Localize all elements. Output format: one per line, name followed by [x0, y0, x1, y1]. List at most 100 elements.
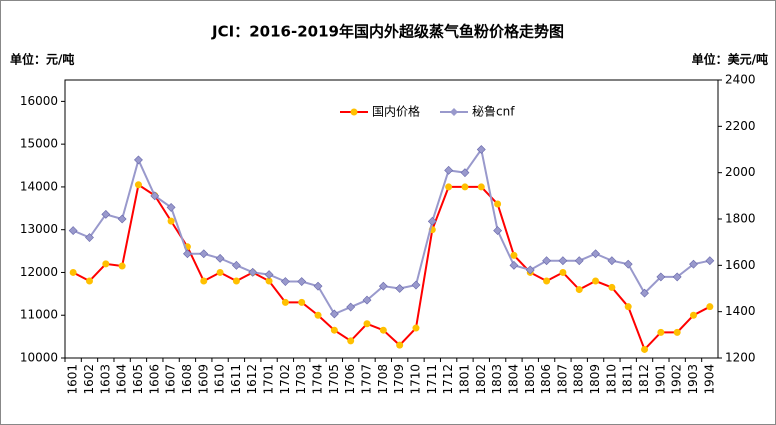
y-tick-label: 13000 [20, 222, 58, 236]
x-tick-label: 1610 [213, 364, 227, 395]
x-tick-label: 1707 [360, 364, 374, 395]
point [297, 277, 307, 286]
point [347, 337, 355, 345]
point [525, 265, 535, 275]
x-tick-label: 1902 [670, 364, 684, 395]
point [396, 341, 404, 349]
x-tick-label: 1802 [474, 364, 488, 395]
x-tick-label: 1706 [343, 364, 357, 395]
point [167, 217, 175, 225]
point [215, 253, 225, 263]
point [134, 155, 143, 165]
point [199, 249, 209, 259]
point [363, 320, 371, 328]
x-tick-label: 1810 [604, 364, 618, 395]
x-tick-label: 1709 [392, 364, 406, 395]
point [558, 256, 568, 266]
point [608, 283, 616, 291]
x-tick-label: 1602 [82, 364, 96, 395]
point [379, 326, 387, 334]
point [543, 277, 551, 285]
x-tick-label: 1705 [327, 364, 341, 395]
point [68, 226, 78, 236]
x-tick-label: 1605 [131, 364, 145, 395]
point [280, 277, 290, 286]
x-tick-label: 1703 [294, 364, 308, 395]
y2-axis-label: 单位：美元/吨 [692, 52, 768, 67]
point [346, 302, 356, 312]
point [134, 181, 142, 189]
point [592, 277, 600, 285]
point [559, 268, 567, 276]
x-tick-label: 1708 [376, 364, 390, 395]
series-line [72, 147, 711, 316]
y2-tick-label: 2000 [725, 165, 756, 179]
point [427, 216, 437, 226]
point [314, 311, 322, 319]
y2-tick-label: 1600 [725, 258, 756, 272]
x-tick-label: 1701 [262, 364, 276, 395]
point [509, 260, 519, 270]
x-tick-label: 1601 [66, 364, 80, 395]
point [705, 256, 715, 266]
x-tick-label: 1807 [555, 364, 569, 395]
point [183, 249, 192, 259]
x-tick-label: 1711 [425, 364, 439, 395]
y2-tick-label: 1400 [725, 304, 756, 318]
y-tick-label: 11000 [20, 308, 58, 322]
x-tick-label: 1904 [702, 364, 716, 395]
point [85, 233, 94, 242]
x-tick-label: 1611 [229, 364, 243, 395]
chart-title: JCI：2016-2019年国内外超级蒸气鱼粉价格走势图 [211, 23, 564, 41]
x-tick-label: 1612 [245, 364, 259, 395]
x-tick-label: 1812 [637, 364, 651, 395]
point [607, 256, 617, 266]
point [656, 272, 666, 282]
point [232, 277, 240, 285]
point [265, 277, 273, 285]
point [166, 202, 176, 212]
x-tick-label: 1805 [523, 364, 537, 395]
point [673, 328, 681, 336]
x-tick-label: 1608 [180, 364, 194, 395]
point [461, 183, 469, 191]
legend-marker [450, 108, 458, 116]
point [623, 259, 633, 269]
point [493, 226, 503, 236]
y-tick-label: 15000 [20, 137, 58, 151]
point [494, 200, 502, 208]
point [510, 251, 518, 259]
x-tick-label: 1606 [147, 364, 161, 395]
series-line [72, 183, 711, 352]
point [69, 268, 77, 276]
point [477, 183, 485, 191]
point [476, 145, 486, 154]
point [706, 303, 714, 311]
y2-tick-label: 1800 [725, 212, 756, 226]
legend-label: 秘鲁cnf [472, 105, 515, 119]
y-tick-label: 16000 [20, 94, 58, 108]
x-tick-label: 1710 [408, 364, 422, 395]
point [542, 256, 552, 266]
point [200, 277, 208, 285]
point [575, 286, 583, 294]
point [640, 288, 649, 298]
point [412, 324, 420, 332]
x-tick-label: 1712 [441, 364, 455, 395]
x-tick-label: 1607 [164, 364, 178, 395]
point [395, 284, 405, 293]
x-tick-label: 1808 [572, 364, 586, 395]
x-tick-label: 1803 [490, 364, 504, 395]
point [281, 298, 289, 306]
y2-tick-label: 2400 [725, 73, 756, 87]
point [460, 168, 470, 178]
point [231, 260, 241, 270]
x-tick-label: 1804 [506, 364, 520, 395]
legend-label: 国内价格 [372, 104, 420, 119]
x-tick-label: 1801 [457, 364, 471, 395]
point [313, 281, 323, 291]
x-tick-label: 1811 [621, 364, 635, 395]
y2-tick-label: 1200 [725, 351, 756, 365]
